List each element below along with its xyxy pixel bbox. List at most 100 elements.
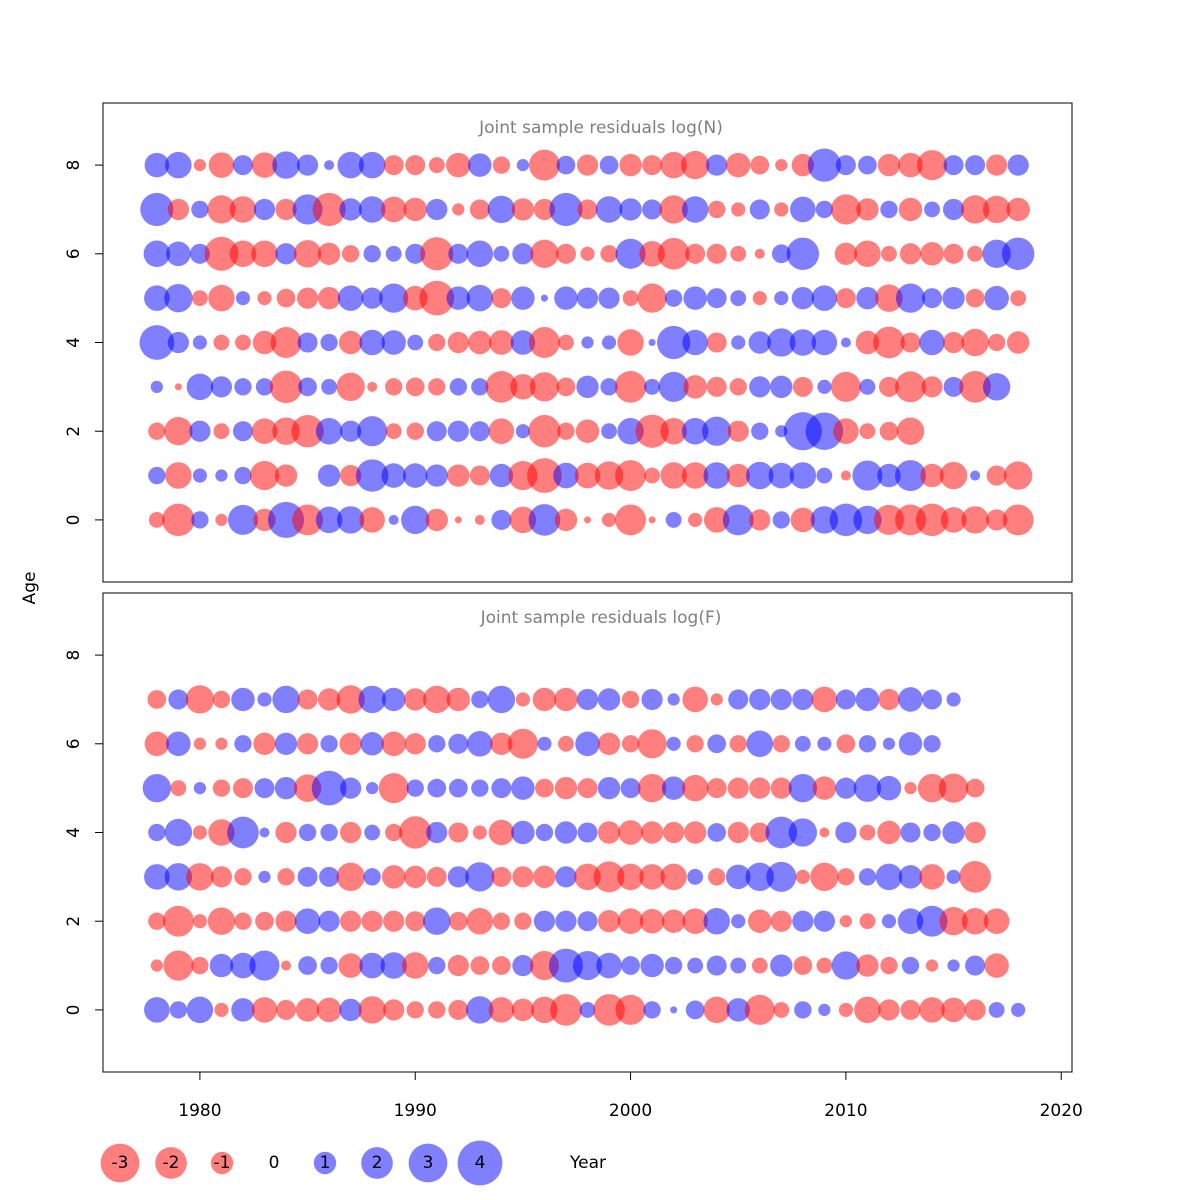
residual-bubble (859, 423, 876, 440)
residual-bubble (794, 1001, 812, 1019)
residual-bubble (811, 329, 838, 356)
residual-bubble (317, 464, 341, 487)
residual-bubble (510, 374, 536, 400)
residual-bubble (274, 776, 298, 800)
residual-bubble (537, 736, 552, 751)
residual-bubble (744, 994, 775, 1025)
residual-bubble (687, 957, 704, 974)
residual-bubble (554, 286, 578, 310)
residual-bubble (489, 463, 514, 488)
residual-bubble (601, 423, 617, 440)
residual-bubble (232, 421, 253, 442)
residual-bubble (1006, 197, 1030, 222)
residual-bubble (574, 462, 601, 489)
residual-bubble (530, 239, 559, 268)
legend-bubble (361, 1147, 393, 1179)
residual-bubble (920, 463, 944, 488)
residual-bubble (556, 377, 576, 397)
residual-bubble (987, 333, 1006, 352)
residual-bubble (487, 685, 516, 714)
residual-bubble (965, 955, 986, 976)
residual-bubble (253, 198, 276, 221)
residual-bubble (274, 732, 298, 755)
residual-bubble (858, 735, 877, 753)
residual-bubble (898, 687, 923, 712)
residual-bubble (401, 505, 430, 535)
residual-bubble (773, 1001, 790, 1018)
residual-bubble (448, 733, 469, 754)
residual-bubble (619, 153, 642, 177)
residual-bubble (339, 198, 362, 221)
residual-bubble (664, 289, 683, 307)
residual-bubble (986, 154, 1008, 176)
residual-bubble (681, 462, 709, 489)
residual-bubble (471, 378, 489, 396)
residual-bubble (423, 685, 451, 714)
residual-bubble (576, 375, 599, 399)
residual-bubble (880, 956, 898, 975)
y-axis-log-n: 0 2 4 6 8 (64, 160, 104, 525)
residual-bubble (875, 284, 903, 312)
residual-bubble (648, 338, 656, 347)
residual-bubble (749, 199, 770, 220)
residual-bubble (257, 291, 272, 306)
residual-bubble (854, 996, 881, 1024)
residual-bubble (615, 994, 646, 1025)
residual-bubble (251, 997, 278, 1023)
residual-bubble (209, 953, 234, 978)
residual-bubble (234, 735, 252, 753)
residual-bubble (406, 1001, 424, 1019)
residual-bubble (792, 376, 813, 397)
residual-bubble (296, 154, 319, 176)
residual-bubble (298, 956, 317, 975)
residual-bubble (191, 290, 208, 307)
residual-bubble (276, 999, 297, 1020)
residual-bubble (639, 864, 665, 890)
residual-bubble (703, 507, 730, 533)
residual-bubble (148, 466, 166, 485)
residual-bubble (708, 868, 726, 886)
residual-bubble (405, 155, 426, 176)
residual-bubble (637, 729, 667, 759)
residual-bubble (577, 778, 598, 799)
residual-bubble (665, 511, 682, 528)
residual-bubble (661, 776, 686, 800)
residual-bubble (252, 330, 277, 355)
residual-bubble (816, 467, 833, 484)
residual-bubble (170, 780, 187, 797)
residual-bubble (642, 199, 663, 220)
residual-bubble (597, 910, 621, 933)
residual-bubble (315, 417, 343, 445)
residual-bubble (253, 732, 276, 755)
residual-bubble (340, 910, 362, 932)
residual-bubble (317, 242, 341, 265)
residual-bubble (467, 731, 493, 757)
residual-bubble (320, 956, 338, 975)
residual-bubble (1010, 290, 1027, 307)
residual-bubble (533, 198, 556, 221)
residual-bubble (230, 952, 256, 979)
residual-bubble (189, 420, 211, 442)
residual-bubble (923, 735, 941, 753)
residual-bubble (174, 383, 182, 391)
residual-bubble (816, 957, 833, 974)
residual-bubble (428, 735, 446, 753)
residual-bubble (855, 330, 880, 355)
residual-bubble (340, 420, 362, 442)
residual-bubble (379, 283, 409, 313)
residual-bubble (748, 331, 771, 354)
residual-bubble (617, 329, 644, 356)
residual-bubble (898, 152, 923, 178)
residual-bubble (682, 908, 708, 934)
residual-bubble (312, 192, 346, 227)
residual-bubble (404, 865, 427, 889)
residual-bubble (729, 735, 747, 753)
residual-bubble (917, 773, 947, 803)
residual-bubble (770, 954, 793, 977)
residual-bubble (406, 779, 424, 797)
residual-bubble (819, 827, 830, 838)
residual-bubble (234, 912, 252, 930)
residual-bubble (895, 283, 926, 313)
residual-bubble (922, 689, 943, 710)
legend-bubble (210, 1151, 234, 1175)
